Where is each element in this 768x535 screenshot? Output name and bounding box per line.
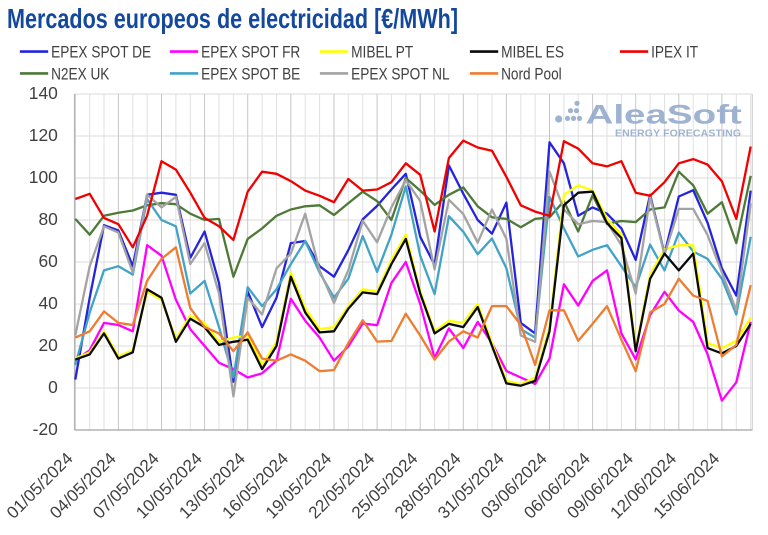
svg-text:-20: -20 [33,419,58,439]
svg-text:40: 40 [38,293,57,313]
svg-text:140: 140 [29,83,58,103]
svg-text:EPEX SPOT DE: EPEX SPOT DE [51,44,151,62]
svg-text:60: 60 [38,251,57,271]
svg-text:MIBEL ES: MIBEL ES [501,44,564,62]
svg-text:20: 20 [38,335,57,355]
svg-text:100: 100 [29,167,58,187]
svg-text:Nord Pool: Nord Pool [501,65,562,83]
svg-text:N2EX UK: N2EX UK [51,65,109,83]
svg-text:0: 0 [48,377,58,397]
svg-text:120: 120 [29,125,58,145]
svg-text:EPEX SPOT NL: EPEX SPOT NL [351,65,450,83]
svg-text:MIBEL PT: MIBEL PT [351,44,413,62]
svg-text:ENERGY FORECASTING: ENERGY FORECASTING [615,128,741,140]
svg-text:EPEX SPOT FR: EPEX SPOT FR [201,44,300,62]
svg-text:AleaSoft: AleaSoft [586,100,742,130]
svg-text:80: 80 [38,209,57,229]
svg-text:EPEX SPOT BE: EPEX SPOT BE [201,65,300,83]
svg-text:IPEX IT: IPEX IT [651,44,698,62]
